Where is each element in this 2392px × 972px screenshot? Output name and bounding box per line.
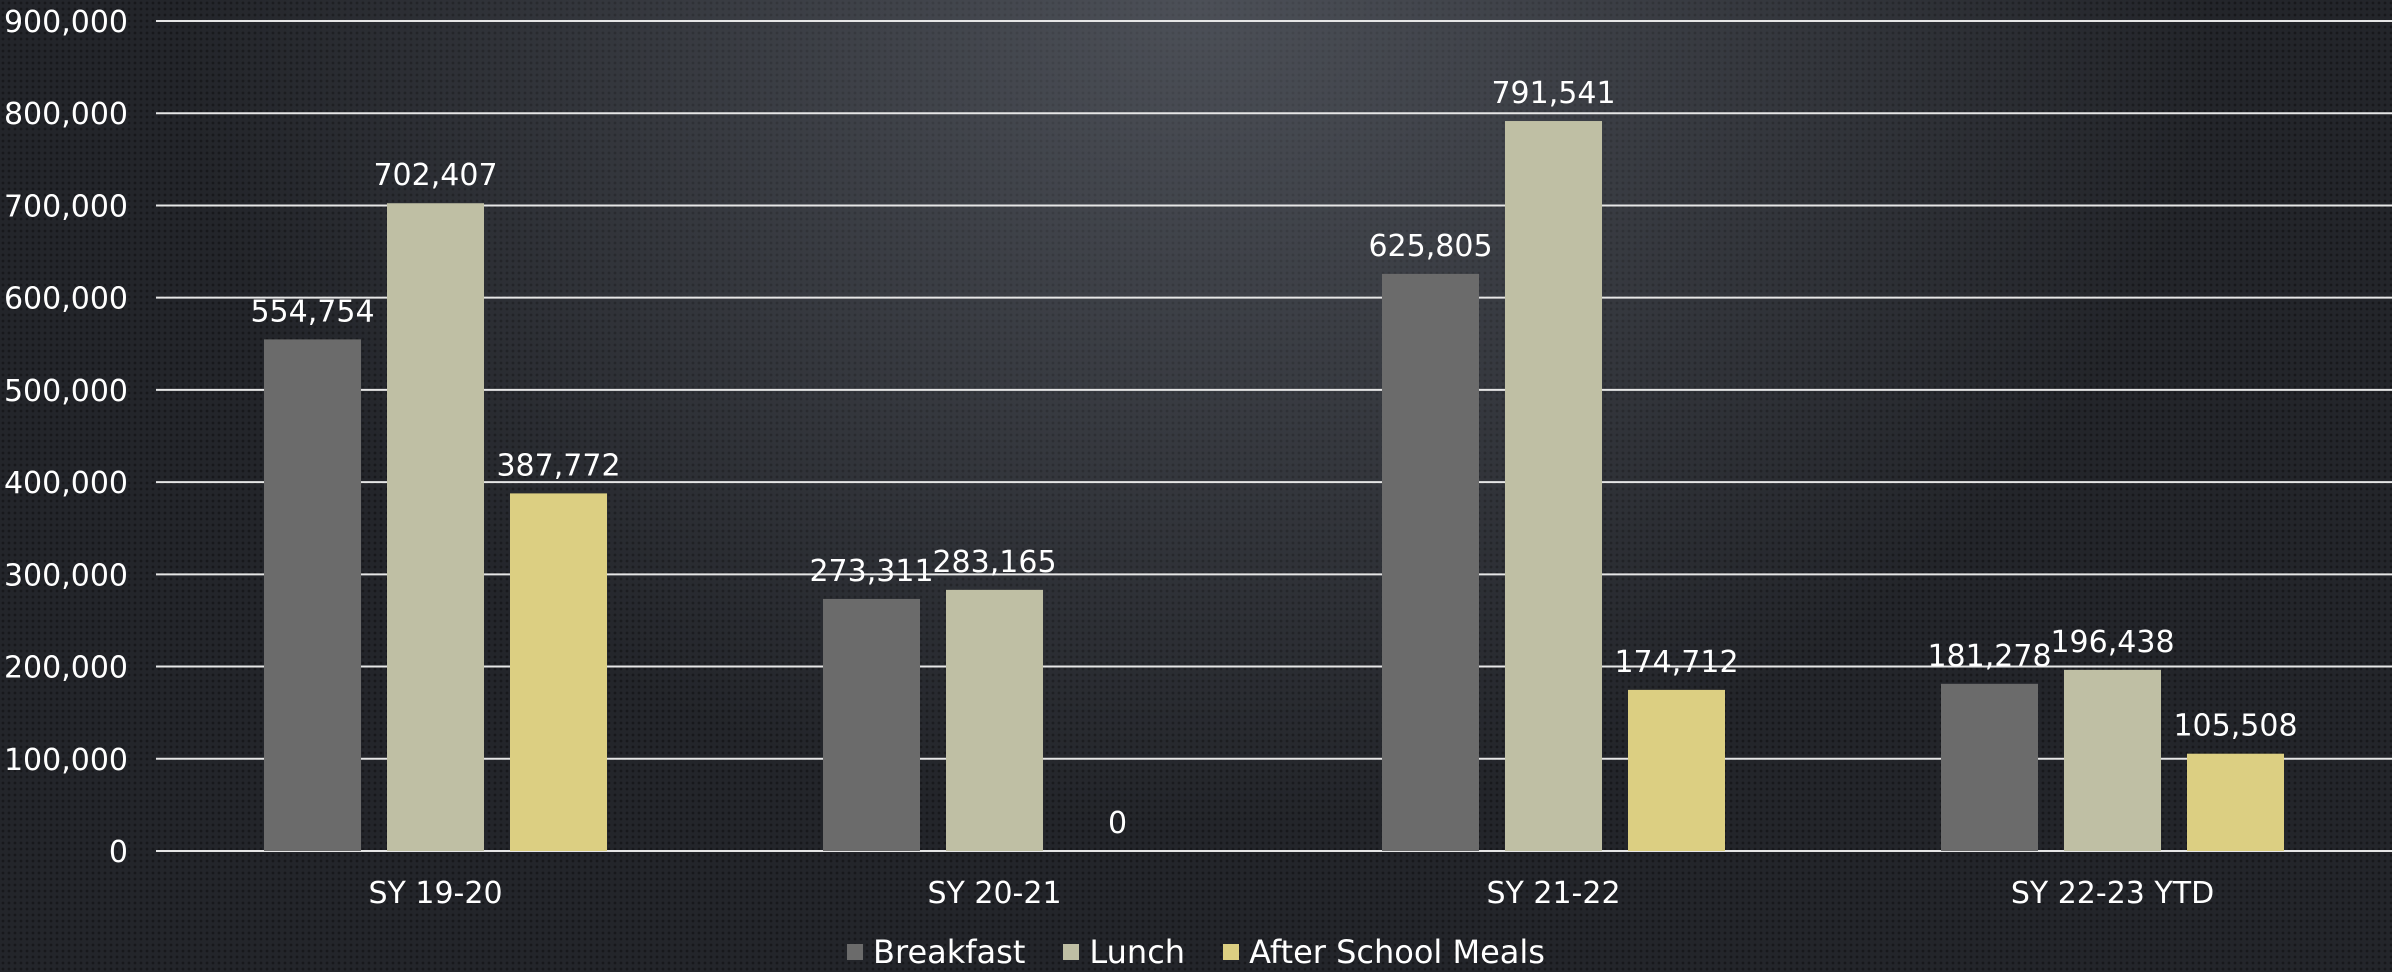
bar — [1505, 121, 1602, 851]
legend-item-after-school-meals: After School Meals — [1223, 933, 1545, 971]
legend-label-breakfast: Breakfast — [873, 933, 1026, 971]
y-tick-label: 100,000 — [4, 743, 128, 778]
bar — [2064, 669, 2161, 851]
data-label: 283,165 — [932, 545, 1056, 580]
bar — [946, 589, 1043, 851]
bar — [1382, 273, 1479, 851]
y-tick-label: 800,000 — [4, 97, 128, 132]
bar — [823, 598, 920, 851]
bar — [2187, 753, 2284, 851]
data-label: 273,311 — [809, 554, 933, 589]
x-tick-label: SY 22-23 YTD — [2011, 876, 2214, 911]
y-tick-label: 400,000 — [4, 466, 128, 501]
bar — [1628, 689, 1725, 851]
y-tick-label: 500,000 — [4, 374, 128, 409]
legend-label-after-school-meals: After School Meals — [1249, 933, 1545, 971]
x-tick-label: SY 19-20 — [368, 876, 502, 911]
data-label: 554,754 — [250, 294, 374, 329]
data-label: 174,712 — [1614, 645, 1738, 680]
data-label: 702,407 — [373, 158, 497, 193]
y-tick-label: 300,000 — [4, 558, 128, 593]
data-label: 791,541 — [1491, 76, 1615, 111]
legend-swatch-breakfast — [847, 944, 864, 960]
data-label: 196,438 — [2050, 625, 2174, 660]
bar — [387, 203, 484, 851]
data-label: 625,805 — [1368, 229, 1492, 264]
y-tick-label: 0 — [109, 835, 128, 870]
bar — [510, 493, 607, 851]
legend-swatch-after-school-meals — [1223, 944, 1240, 960]
legend-item-breakfast: Breakfast — [847, 933, 1025, 971]
legend: Breakfast Lunch After School Meals — [0, 932, 2392, 972]
y-tick-label: 900,000 — [4, 5, 128, 40]
y-tick-label: 600,000 — [4, 282, 128, 317]
legend-swatch-lunch — [1063, 944, 1080, 960]
data-label: 0 — [1108, 806, 1127, 841]
legend-label-lunch: Lunch — [1089, 933, 1186, 971]
x-tick-label: SY 20-21 — [927, 876, 1061, 911]
data-label: 387,772 — [496, 448, 620, 483]
y-tick-label: 200,000 — [4, 651, 128, 686]
data-label: 181,278 — [1927, 639, 2051, 674]
bar — [264, 339, 361, 851]
data-label: 105,508 — [2173, 709, 2297, 744]
x-tick-label: SY 21-22 — [1486, 876, 1620, 911]
y-tick-label: 700,000 — [4, 189, 128, 224]
bar — [1941, 683, 2038, 851]
legend-item-lunch: Lunch — [1063, 933, 1185, 971]
